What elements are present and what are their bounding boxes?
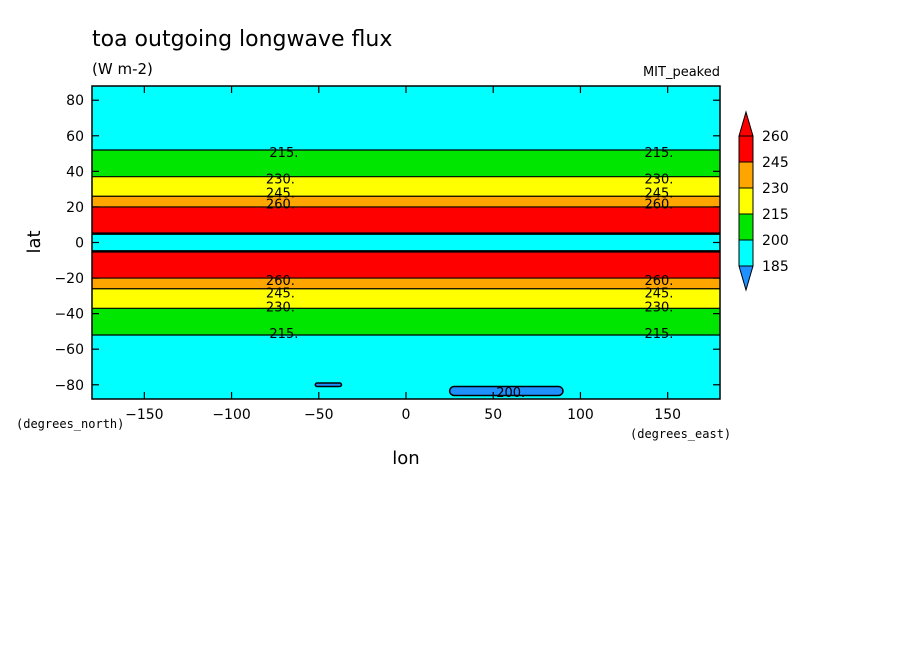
- plot-area: 215. 215.230. 230.245. 245.260. 260.260. 260.…: [92, 86, 720, 401]
- contour-label: 260.: [644, 274, 673, 289]
- y-axis-units: (degrees_north): [16, 417, 124, 431]
- contour-label: 260.: [644, 197, 673, 212]
- y-tick-label: 80: [66, 93, 84, 109]
- x-tick-label: 150: [654, 407, 681, 423]
- x-tick-label: −150: [125, 407, 163, 423]
- contour-band-8: [92, 288, 720, 309]
- contour-label: 215.: [644, 146, 673, 161]
- y-tick-label: 20: [66, 200, 84, 216]
- contour-band-5: [92, 233, 720, 252]
- x-tick-label: 50: [484, 407, 502, 423]
- y-tick-label: 0: [75, 236, 84, 252]
- colorbar-label: 185: [762, 259, 789, 275]
- chart-units: (W m-2): [92, 60, 153, 78]
- contour-patch-1: [314, 382, 343, 388]
- chart-title: toa outgoing longwave flux: [92, 27, 392, 52]
- contour-band-9: [92, 308, 720, 335]
- colorbar-swatch: [738, 213, 754, 241]
- colorbar-label: 200: [762, 233, 789, 249]
- contour-band-4: [92, 206, 720, 234]
- contour-label: 215.: [269, 327, 298, 342]
- x-tick-label: −50: [304, 407, 334, 423]
- contour-band-1: [92, 150, 720, 177]
- contour-band-0: [92, 86, 720, 151]
- contour-label: 260.: [266, 274, 295, 289]
- contour-label: 245.: [266, 286, 295, 301]
- contour-band-2: [92, 176, 720, 197]
- y-tick-label: 60: [66, 129, 84, 145]
- x-axis-units: (degrees_east): [630, 427, 731, 441]
- contour-label: 200.: [496, 386, 525, 401]
- model-label: MIT_peaked: [643, 65, 720, 80]
- colorbar-label: 245: [762, 155, 789, 171]
- y-axis-label: lat: [24, 230, 45, 253]
- x-axis-label: lon: [392, 448, 419, 469]
- y-tick-label: 40: [66, 164, 84, 180]
- colorbar-under-arrow: [738, 265, 754, 292]
- colorbar-label: 215: [762, 207, 789, 223]
- contour-label: 230.: [266, 301, 295, 316]
- colorbar-swatch: [738, 187, 754, 215]
- colorbar-swatch: [738, 161, 754, 189]
- contour-band-6: [92, 251, 720, 279]
- y-tick-label: −20: [54, 271, 84, 287]
- contour-label: 230.: [644, 301, 673, 316]
- x-tick-label: 100: [567, 407, 594, 423]
- colorbar-swatch: [738, 239, 754, 267]
- contour-band-7: [92, 278, 720, 289]
- contour-patch-0: [448, 385, 564, 397]
- contour-band-10: [92, 334, 720, 399]
- colorbar: 260 245 230 215 200 185: [738, 110, 789, 292]
- y-tick-label: −60: [54, 342, 84, 358]
- colorbar-label: 230: [762, 181, 789, 197]
- x-tick-label: −100: [212, 407, 250, 423]
- colorbar-label: 260: [762, 129, 789, 145]
- contour-label: 215.: [269, 146, 298, 161]
- contour-label: 230.: [644, 172, 673, 187]
- colorbar-over-arrow: [738, 110, 754, 137]
- contour-label: 215.: [644, 327, 673, 342]
- contour-band-3: [92, 196, 720, 207]
- contour-label: 260.: [266, 197, 295, 212]
- x-tick-label: 0: [402, 407, 411, 423]
- y-tick-label: −40: [54, 307, 84, 323]
- contour-label: 245.: [644, 286, 673, 301]
- axes: −150 −100 −50 0 50 100 150 −80 −60 −40 −20 0 20 40 60 8…: [54, 85, 721, 423]
- contour-label: 245.: [266, 187, 295, 202]
- contour-label: 230.: [266, 172, 295, 187]
- contour-label: 245.: [644, 187, 673, 202]
- y-tick-label: −80: [54, 378, 84, 394]
- colorbar-swatch: [738, 135, 754, 163]
